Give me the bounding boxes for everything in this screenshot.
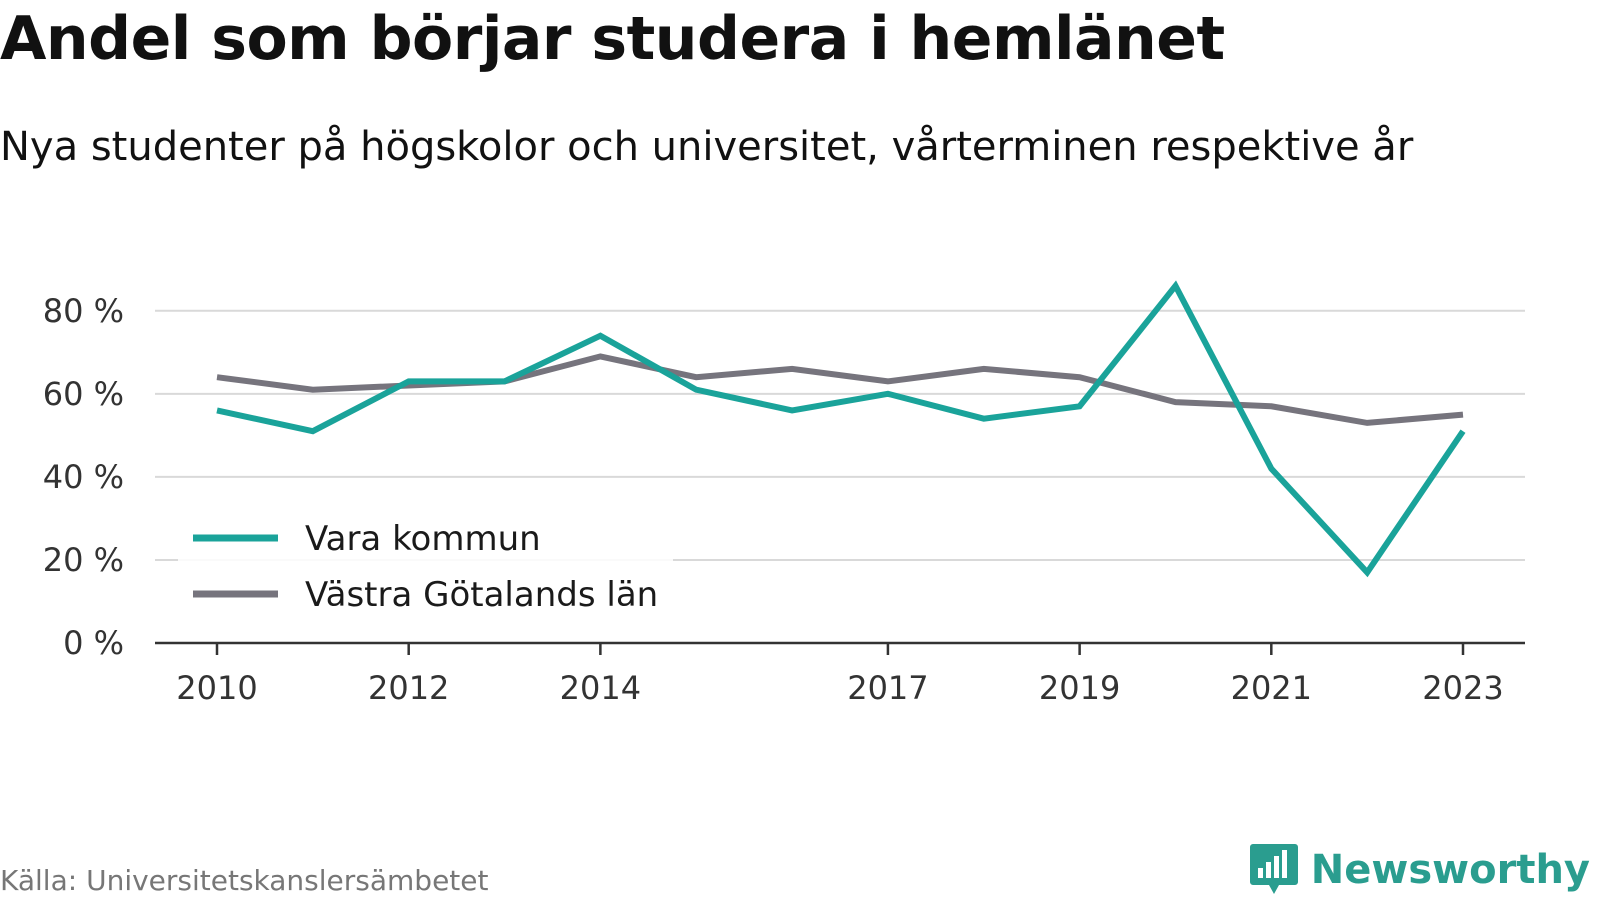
x-tick-label: 2012: [368, 669, 449, 707]
y-tick-label: 0 %: [63, 624, 124, 662]
line-chart: 0 % 20 % 40 % 60 % 80 % 2010 2012 2014 2017 2019…: [43, 280, 1525, 707]
series-line-vastra-gotalands-lan: [216, 353, 1464, 426]
y-axis-tick-labels: 0 % 20 % 40 % 60 % 80 %: [43, 292, 124, 662]
x-tick-label: 2017: [847, 669, 928, 707]
legend: Vara kommun Västra Götalands län: [178, 498, 673, 616]
x-tick-label: 2010: [176, 669, 257, 707]
brand-logo: Newsworthy: [1249, 842, 1590, 898]
x-tick-label: 2014: [560, 669, 641, 707]
x-tick-label: 2023: [1422, 669, 1503, 707]
y-tick-label: 40 %: [43, 458, 124, 496]
data-series: [216, 280, 1466, 578]
y-tick-label: 60 %: [43, 375, 124, 413]
chart-title: Andel som börjar studera i hemlänet: [0, 4, 1225, 74]
series-line-vara-kommun: [216, 280, 1466, 578]
x-tick-label: 2021: [1231, 669, 1312, 707]
source-note: Källa: Universitetskanslersämbetet: [0, 864, 489, 897]
chart-subtitle: Nya studenter på högskolor och universit…: [0, 124, 1414, 170]
y-tick-label: 80 %: [43, 292, 124, 330]
x-tick-label: 2019: [1039, 669, 1120, 707]
brand-name: Newsworthy: [1310, 847, 1590, 893]
x-axis: 2010 2012 2014 2017 2019 2021 2023: [155, 641, 1525, 707]
newsworthy-logo-icon: [1249, 844, 1298, 894]
y-tick-label: 20 %: [43, 541, 124, 579]
legend-label: Vara kommun: [305, 519, 541, 559]
legend-label: Västra Götalands län: [305, 575, 658, 615]
